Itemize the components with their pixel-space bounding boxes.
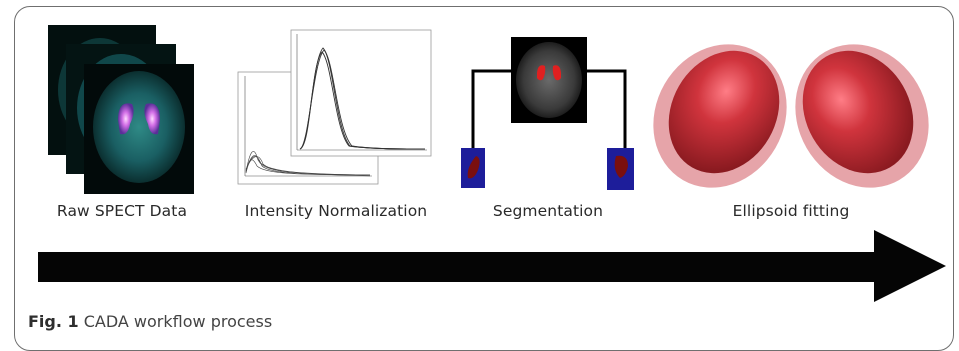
stage-label-segmentation: Segmentation: [492, 202, 604, 220]
figure-number: Fig. 1: [28, 312, 79, 331]
stage-label-raw-spect: Raw SPECT Data: [56, 202, 188, 220]
stage-label-ellipsoid-fitting: Ellipsoid fitting: [732, 202, 850, 220]
caption-text: CADA workflow process: [78, 312, 273, 331]
workflow-arrow: [38, 230, 946, 302]
ellipsoid-pair: [653, 44, 929, 188]
stage-label-intensity-normalization: Intensity Normalization: [244, 202, 428, 220]
spect-stack: [48, 25, 194, 194]
workflow-figure: [38, 25, 946, 302]
figure-caption: Fig. 1 CADA workflow process: [28, 312, 272, 331]
segmentation-diagram: [461, 37, 634, 190]
normalization-plots: [237, 29, 432, 185]
